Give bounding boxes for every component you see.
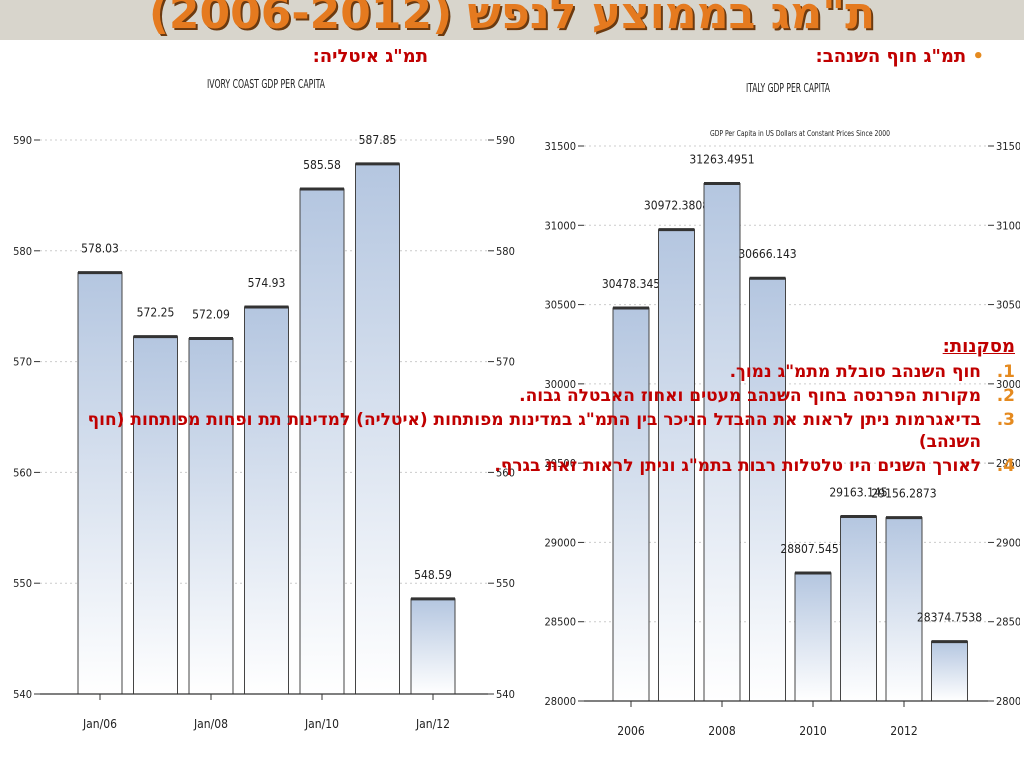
y-tick-label: 29000: [996, 536, 1020, 549]
x-tick-label: 2008: [708, 724, 736, 738]
y-tick-label: 580: [496, 245, 515, 258]
chart-title: IVORY COAST GDP PER CAPITA: [207, 77, 325, 91]
y-tick-label: 29500: [545, 457, 576, 470]
slide-title: ת"מג בממוצע לנפש (2006-2012): [148, 0, 876, 39]
y-tick-label: 30500: [545, 299, 576, 312]
conclusions-title: מסקנות:: [942, 336, 1015, 357]
y-tick-label: 28500: [996, 616, 1020, 629]
bar: [794, 572, 832, 702]
y-tick-label: 31000: [996, 219, 1020, 232]
y-tick-label: 30000: [545, 378, 576, 391]
ivory-coast-gdp-chart: IVORY COAST GDP PER CAPITA 540 540 550 550 56…: [13, 77, 515, 731]
y-tick-label: 570: [13, 356, 32, 369]
data-label: 578.03: [81, 242, 119, 256]
data-label: 30666.143: [738, 247, 796, 261]
conclusions-panel: מסקנות: 1. חוף השנהב סובלת מתמ"ג נמוך. 2. מ…: [30, 336, 1015, 479]
data-label: 548.59: [414, 568, 452, 582]
conclusion-item: 3. בדיאגרמות ניתן לראות את ההבדל הניכר בי…: [30, 409, 1015, 453]
y-tick-label: 30000: [996, 378, 1020, 391]
y-tick-label: 31000: [545, 219, 576, 232]
y-tick-label: 550: [13, 577, 32, 590]
data-label: 28374.7538: [917, 611, 982, 625]
conclusion-text: בדיאגרמות ניתן לראות את ההבדל הניכר בין …: [87, 410, 981, 452]
y-tick-label: 29000: [545, 536, 576, 549]
bar: [840, 516, 877, 702]
italy-gdp-chart: ITALY GDP PER CAPITA GDP Per Capita in US…: [545, 81, 1020, 738]
data-label: 28807.5457: [780, 542, 845, 556]
bar: [749, 277, 786, 702]
conclusion-number: 4.: [996, 456, 1015, 476]
heading-italy-text: תמ"ג איטליה:: [312, 46, 428, 67]
heading-ivory-coast-text: תמ"ג חוף השנהב:: [815, 46, 967, 67]
y-tick-label: 31500: [545, 140, 576, 153]
bar: [658, 229, 695, 702]
data-label: 29163.145: [829, 486, 887, 500]
conclusion-item: 2. מקורות הפרנסה בחוף השנהב מעטים ואחוז ה…: [30, 385, 1015, 407]
data-label: 574.93: [248, 276, 286, 290]
y-tick-label: 29500: [996, 457, 1020, 470]
conclusion-number: 3.: [996, 410, 1015, 430]
x-tick-label: Jan/06: [82, 717, 117, 731]
bar: [931, 641, 968, 702]
data-label: 30972.3808: [644, 199, 709, 213]
y-tick-label: 560: [496, 466, 515, 479]
chart-title: ITALY GDP PER CAPITA: [746, 81, 830, 95]
data-label: 572.09: [192, 307, 230, 321]
x-tick-label: 2010: [799, 724, 827, 738]
y-tick-label: 560: [13, 466, 32, 479]
y-tick-label: 28000: [545, 695, 576, 708]
data-label: 587.85: [359, 133, 397, 147]
data-label: 29156.2873: [871, 487, 936, 501]
bar: [77, 272, 123, 695]
y-tick-label: 28000: [996, 695, 1020, 708]
data-label: 30478.345: [602, 277, 660, 291]
conclusion-item: 1. חוף השנהב סובלת מתמ"ג נמוך.: [30, 361, 1015, 383]
bar: [410, 598, 456, 695]
bar: [244, 306, 289, 695]
bar: [355, 163, 400, 695]
y-tick-label: 31500: [996, 140, 1020, 153]
conclusion-text: לאורך השנים היו טלטלות רבות בתמ"ג וניתן …: [494, 456, 981, 476]
y-tick-label: 540: [496, 688, 515, 701]
x-tick-label: Jan/12: [415, 717, 450, 731]
bar: [612, 307, 650, 702]
y-tick-label: 590: [13, 134, 32, 147]
data-label: 572.25: [137, 306, 175, 320]
bullet-icon: •: [972, 46, 984, 67]
bar: [299, 188, 345, 695]
x-tick-label: Jan/10: [304, 717, 339, 731]
y-tick-label: 580: [13, 245, 32, 258]
y-tick-label: 30500: [996, 299, 1020, 312]
data-label: 585.58: [303, 158, 341, 172]
y-tick-label: 570: [496, 356, 515, 369]
conclusion-text: חוף השנהב סובלת מתמ"ג נמוך.: [729, 362, 981, 382]
x-tick-label: Jan/08: [193, 717, 228, 731]
title-band: [0, 0, 1024, 40]
conclusions-list: 1. חוף השנהב סובלת מתמ"ג נמוך. 2. מקורות הפ…: [30, 361, 1015, 477]
data-label: 31263.4951: [689, 153, 754, 167]
conclusion-number: 1.: [996, 362, 1015, 382]
x-tick-label: 2012: [890, 724, 917, 738]
x-tick-label: 2006: [617, 724, 645, 738]
y-tick-label: 28500: [545, 616, 576, 629]
y-tick-label: 550: [496, 577, 515, 590]
y-tick-label: 590: [496, 134, 515, 147]
bar: [885, 517, 923, 702]
conclusion-item: 4. לאורך השנים היו טלטלות רבות בתמ"ג ונית…: [30, 455, 1015, 477]
chart-subtitle: GDP Per Capita in US Dollars at Constant…: [710, 129, 890, 138]
conclusion-number: 2.: [996, 386, 1015, 406]
heading-italy: תמ"ג איטליה:: [313, 46, 428, 67]
heading-ivory-coast: • תמ"ג חוף השנהב:: [816, 46, 984, 67]
y-tick-label: 540: [13, 688, 32, 701]
bar: [133, 336, 178, 695]
conclusion-text: מקורות הפרנסה בחוף השנהב מעטים ואחוז האב…: [519, 386, 981, 406]
bar: [188, 337, 234, 695]
